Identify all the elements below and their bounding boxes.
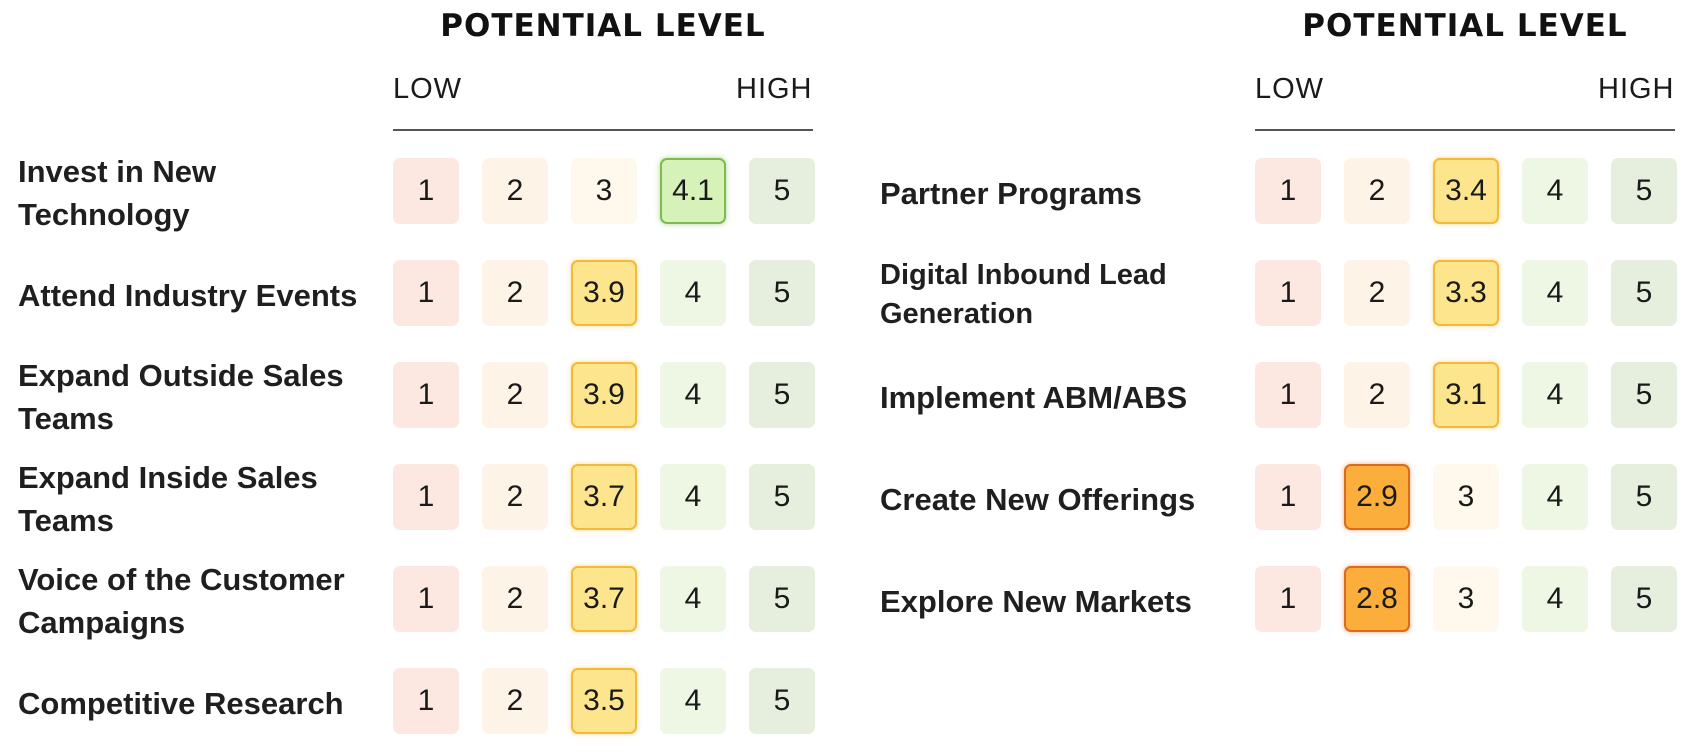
score-marker: 3.7 xyxy=(571,566,637,632)
scale-cell-2: 2 xyxy=(482,668,548,734)
score-marker: 3.5 xyxy=(571,668,637,734)
scale-cell-4: 4 xyxy=(1522,566,1588,632)
scale-cell-2: 2 xyxy=(1344,158,1410,224)
scale-cell-4: 4 xyxy=(1522,362,1588,428)
scale-cell-4: 4 xyxy=(660,668,726,734)
scale-cell-1: 1 xyxy=(393,566,459,632)
row-label: Create New Offerings xyxy=(880,481,1196,517)
scale-cell-5: 5 xyxy=(749,362,815,428)
scale-cell-2: 2 xyxy=(482,464,548,530)
scale-cell-2: 2 xyxy=(1344,362,1410,428)
scale-cell-5: 5 xyxy=(749,464,815,530)
scale-low-label: LOW xyxy=(393,73,463,105)
score-marker: 3.4 xyxy=(1433,158,1499,224)
row-label: Expand Outside Sales Teams xyxy=(18,358,344,436)
scale-cell-5: 5 xyxy=(749,260,815,326)
score-marker: 3.3 xyxy=(1433,260,1499,326)
scale-cell-5: 5 xyxy=(1611,362,1677,428)
scale-high-label: HIGH xyxy=(736,73,813,105)
scale-cell-1: 1 xyxy=(393,158,459,224)
scale-divider xyxy=(393,129,813,131)
scale-cell-1: 1 xyxy=(1255,464,1321,530)
row-label: Competitive Research xyxy=(18,685,344,721)
scale-cell-3: 3 xyxy=(1433,464,1499,530)
scale-cell-5: 5 xyxy=(1611,566,1677,632)
scale-cell-5: 5 xyxy=(749,566,815,632)
scale-cell-3: 3 xyxy=(571,158,637,224)
scale-cell-5: 5 xyxy=(749,668,815,734)
row-label: Attend Industry Events xyxy=(18,277,358,313)
scale-cell-4: 4 xyxy=(1522,260,1588,326)
scale-cell-4: 4 xyxy=(660,260,726,326)
scale-cell-1: 1 xyxy=(1255,158,1321,224)
scale-divider xyxy=(1255,129,1675,131)
scale-cell-2: 2 xyxy=(482,158,548,224)
scale-cell-5: 5 xyxy=(1611,158,1677,224)
scale-cell-4: 4 xyxy=(1522,158,1588,224)
score-marker: 2.8 xyxy=(1344,566,1410,632)
scale-cell-5: 5 xyxy=(1611,260,1677,326)
score-marker: 2.9 xyxy=(1344,464,1410,530)
row-label: Voice of the Customer Campaigns xyxy=(18,562,345,640)
chart-title: POTENTIAL LEVEL xyxy=(1302,8,1628,44)
scale-cell-1: 1 xyxy=(1255,566,1321,632)
scale-cell-1: 1 xyxy=(1255,362,1321,428)
chart-title: POTENTIAL LEVEL xyxy=(440,8,766,44)
row-label: Explore New Markets xyxy=(880,583,1192,619)
scale-low-label: LOW xyxy=(1255,73,1325,105)
row-label: Implement ABM/ABS xyxy=(880,379,1188,415)
score-marker: 4.1 xyxy=(660,158,726,224)
scale-cell-1: 1 xyxy=(393,668,459,734)
scale-high-label: HIGH xyxy=(1598,73,1675,105)
score-marker: 3.9 xyxy=(571,362,637,428)
scale-cell-2: 2 xyxy=(482,566,548,632)
scale-cell-1: 1 xyxy=(393,362,459,428)
scale-cell-1: 1 xyxy=(393,260,459,326)
scale-cell-4: 4 xyxy=(1522,464,1588,530)
scale-cell-5: 5 xyxy=(1611,464,1677,530)
score-marker: 3.1 xyxy=(1433,362,1499,428)
row-label: Invest in New Technology xyxy=(18,154,217,232)
row-label: Partner Programs xyxy=(880,175,1142,211)
scale-cell-2: 2 xyxy=(1344,260,1410,326)
score-marker: 3.9 xyxy=(571,260,637,326)
scale-cell-5: 5 xyxy=(749,158,815,224)
scale-cell-2: 2 xyxy=(482,260,548,326)
scale-cell-4: 4 xyxy=(660,566,726,632)
score-marker: 3.7 xyxy=(571,464,637,530)
scale-cell-1: 1 xyxy=(1255,260,1321,326)
row-label: Expand Inside Sales Teams xyxy=(18,460,318,538)
row-label: Digital Inbound Lead Generation xyxy=(880,259,1167,330)
scale-cell-4: 4 xyxy=(660,362,726,428)
scale-cell-3: 3 xyxy=(1433,566,1499,632)
scale-cell-1: 1 xyxy=(393,464,459,530)
scale-cell-4: 4 xyxy=(660,464,726,530)
scale-cell-2: 2 xyxy=(482,362,548,428)
